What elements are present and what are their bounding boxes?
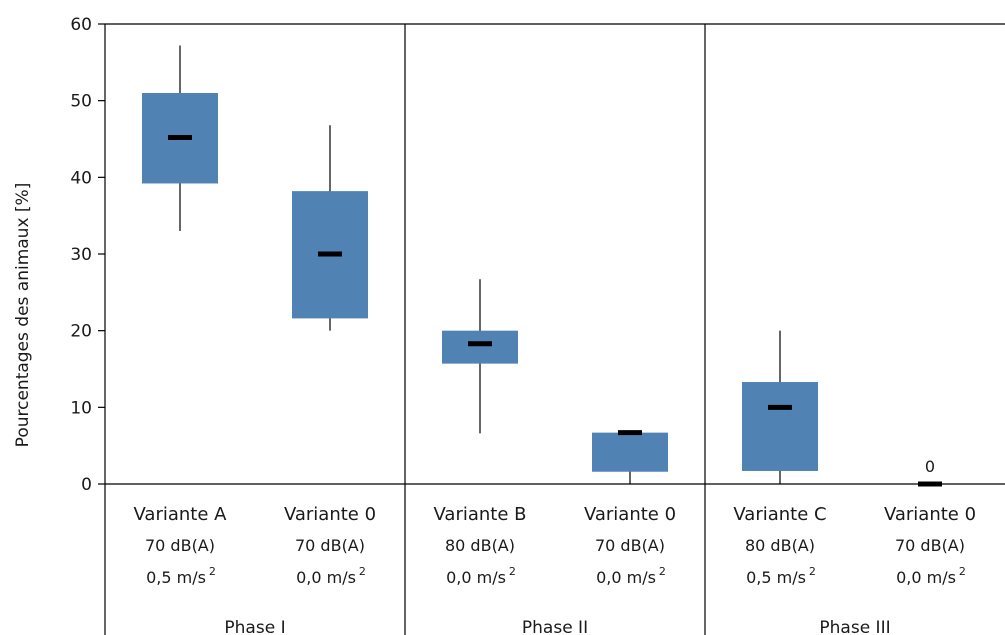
superscript-label: 2 bbox=[659, 565, 666, 578]
y-axis-label: Pourcentages des animaux [%] bbox=[13, 183, 33, 448]
noise-label: 70 dB(A) bbox=[895, 536, 965, 555]
phase-label: Phase II bbox=[522, 618, 588, 635]
vibration-label: 0,0 m/s bbox=[296, 568, 356, 587]
noise-label: 70 dB(A) bbox=[295, 536, 365, 555]
y-tick-label: 30 bbox=[70, 245, 92, 265]
box-4 bbox=[592, 430, 668, 484]
box-body bbox=[442, 330, 518, 364]
noise-label: 80 dB(A) bbox=[745, 536, 815, 555]
vibration-label: 0,0 m/s bbox=[896, 568, 956, 587]
box-6: 0 bbox=[918, 457, 942, 487]
category-label: Variante B bbox=[434, 504, 527, 525]
superscript-label: 2 bbox=[209, 565, 216, 578]
y-axis: 0 10 20 30 40 50 60 bbox=[70, 15, 105, 495]
boxes-group: 0 bbox=[142, 45, 942, 487]
box-5 bbox=[742, 330, 818, 484]
superscript-label: 2 bbox=[959, 565, 966, 578]
category-label: Variante 0 bbox=[284, 504, 376, 525]
vibration-label: 0,5 m/s bbox=[746, 568, 806, 587]
y-tick-label: 0 bbox=[81, 475, 92, 495]
noise-label: 70 dB(A) bbox=[595, 536, 665, 555]
box-body bbox=[742, 382, 818, 471]
category-label: Variante 0 bbox=[884, 504, 976, 525]
box-3 bbox=[442, 279, 518, 434]
category-label: Variante 0 bbox=[584, 504, 676, 525]
y-tick-label: 40 bbox=[70, 168, 92, 188]
vibration-label: 0,5 m/s bbox=[146, 568, 206, 587]
y-tick-label: 20 bbox=[70, 322, 92, 342]
superscript-label: 2 bbox=[809, 565, 816, 578]
phase-label: Phase III bbox=[819, 618, 890, 635]
vibration-label: 0,0 m/s bbox=[596, 568, 656, 587]
box-body bbox=[592, 432, 668, 472]
phase-label: Phase I bbox=[224, 618, 285, 635]
noise-label: 80 dB(A) bbox=[445, 536, 515, 555]
category-label: Variante A bbox=[134, 504, 228, 525]
box-annotation: 0 bbox=[925, 457, 935, 476]
chart-frame bbox=[104, 23, 1005, 635]
superscript-label: 2 bbox=[509, 565, 516, 578]
vibration-label: 0,0 m/s bbox=[446, 568, 506, 587]
superscript-label: 2 bbox=[359, 565, 366, 578]
y-tick-label: 10 bbox=[70, 398, 92, 418]
category-label: Variante C bbox=[733, 504, 826, 525]
noise-label: 70 dB(A) bbox=[145, 536, 215, 555]
y-tick-label: 50 bbox=[70, 92, 92, 112]
y-tick-label: 60 bbox=[70, 15, 92, 35]
box-2 bbox=[292, 125, 368, 331]
box-1 bbox=[142, 45, 218, 231]
